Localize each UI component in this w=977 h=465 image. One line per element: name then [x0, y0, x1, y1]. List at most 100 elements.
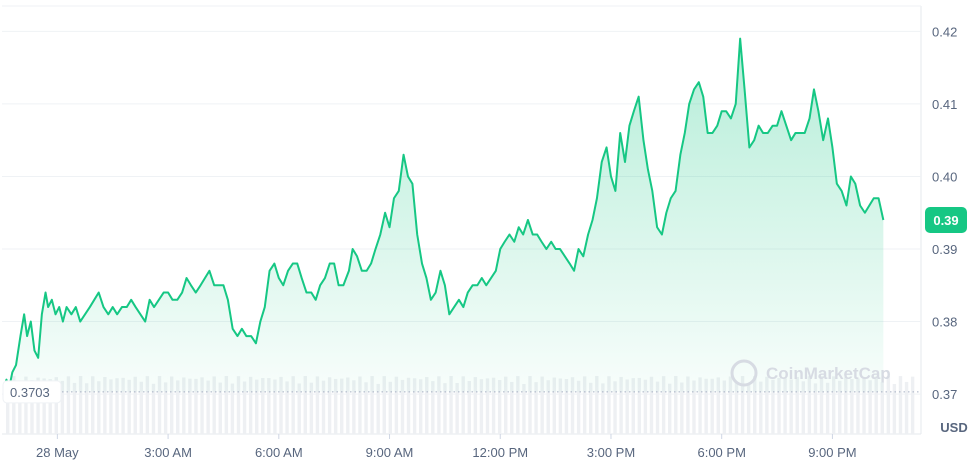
volume-bar [212, 376, 216, 434]
volume-bar [151, 383, 156, 434]
volume-bar [740, 376, 745, 434]
volume-bar [582, 376, 587, 434]
volume-bar [91, 376, 95, 434]
volume-bar [376, 383, 380, 434]
volume-bar [382, 376, 386, 434]
volume-bar [194, 378, 198, 434]
volume-bar [655, 381, 660, 434]
volume-bar [352, 380, 356, 434]
volume-bar [892, 384, 897, 434]
x-tick-label: 6:00 PM [697, 445, 745, 460]
volume-bar [6, 384, 10, 434]
volume-bar [874, 376, 878, 434]
volume-bar [206, 380, 210, 434]
volume-bar [418, 379, 423, 434]
volume-bar [163, 382, 168, 434]
y-tick-label: 0.37 [932, 387, 957, 402]
volume-bar [710, 378, 714, 434]
volume-bar [771, 379, 775, 434]
volume-bar [97, 381, 101, 434]
volume-bar [831, 376, 836, 434]
coinmarketcap-logo-icon [730, 359, 758, 387]
current-price-label: 0.39 [933, 213, 958, 228]
volume-bar [497, 380, 502, 434]
volume-bar [825, 382, 830, 434]
volume-bar [139, 381, 144, 434]
volume-bar [443, 383, 447, 434]
volume-bar [121, 377, 125, 434]
volume-bar [48, 379, 52, 434]
volume-bar [910, 376, 915, 434]
volume-bar [850, 379, 854, 434]
volume-bar [746, 383, 751, 434]
volume-bar [704, 378, 708, 434]
baseline-badge-bg [2, 380, 62, 404]
x-tick-label: 6:00 AM [255, 445, 303, 460]
volume-bar [649, 376, 654, 434]
volume-bar [42, 378, 46, 434]
volume-bar [680, 382, 684, 434]
volume-bar [36, 377, 40, 434]
volume-bar [388, 381, 393, 434]
volume-bar [24, 376, 28, 434]
volume-bar [291, 376, 295, 434]
volume-bar [169, 376, 174, 434]
volume-bar [813, 383, 818, 434]
unit-label: USD [940, 420, 967, 435]
volume-bar [230, 383, 235, 434]
volume-bar [801, 381, 806, 434]
volume-bar [333, 378, 338, 434]
volume-bar [692, 380, 696, 434]
volume-bar [868, 380, 872, 434]
volume-bar [759, 381, 763, 434]
volume-bar [400, 379, 405, 434]
volume-bar [182, 377, 186, 434]
x-tick-label: 9:00 AM [366, 445, 414, 460]
price-area-fill [3, 38, 884, 392]
volume-bar [473, 377, 478, 434]
volume-bar [558, 378, 563, 434]
volume-bar [716, 377, 720, 434]
watermark: CoinMarketCap [730, 359, 891, 387]
volume-bar [255, 379, 259, 434]
volume-bar [200, 377, 204, 434]
y-tick-label: 0.42 [932, 24, 957, 39]
volume-bar [261, 377, 265, 434]
volume-bar [315, 376, 320, 434]
volume-bar [449, 376, 453, 434]
volume-bar [643, 379, 648, 434]
volume-bar [309, 382, 314, 434]
x-tick-label: 28 May [36, 445, 79, 460]
volume-bar [522, 384, 526, 434]
volume-bar [564, 379, 569, 434]
volume-bar [607, 376, 611, 434]
volume-bar [734, 382, 739, 434]
volume-bar [267, 378, 271, 434]
volume-bar [437, 376, 441, 434]
volume-bar [425, 377, 429, 434]
volume-bar [394, 376, 399, 434]
volume-bar [765, 376, 769, 434]
volume-bar [753, 376, 757, 434]
volume-bar [248, 376, 253, 434]
volume-bar [242, 381, 247, 434]
volume-bar [589, 382, 593, 434]
volume-bar [613, 381, 617, 434]
volume-bar [340, 378, 344, 434]
volume-bar [886, 376, 891, 434]
volume-bar [115, 378, 119, 434]
y-tick-label: 0.40 [932, 169, 957, 184]
volume-bar [722, 380, 727, 434]
volume-bar [546, 380, 550, 434]
volume-bar [686, 376, 690, 434]
volume-bar [133, 376, 137, 434]
volume-bar [838, 380, 842, 434]
volume-bar [667, 383, 672, 434]
volume-bar [346, 377, 350, 434]
area-layer [2, 37, 885, 393]
volume-bar [819, 376, 824, 434]
volume-bar [576, 380, 581, 434]
volume-bar [321, 380, 326, 434]
